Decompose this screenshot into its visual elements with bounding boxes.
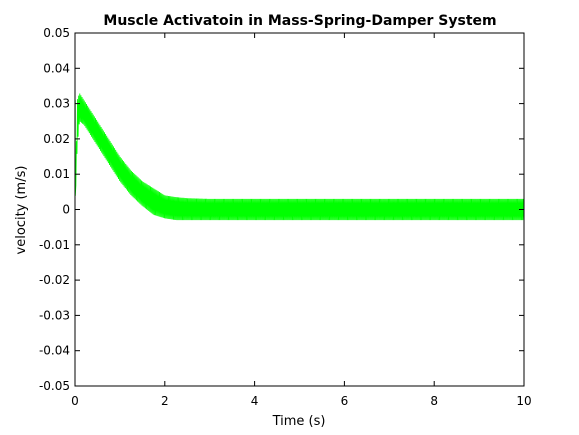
- velocity-series-line: [74, 93, 525, 221]
- y-tick-label: 0.03: [43, 97, 70, 111]
- axis-ticks: 0 2 4 6 8 10 0.05 0.04 0.03 0.02 0.01 0 -0.01 -0.02 -0…: [39, 26, 532, 408]
- y-tick-label: -0.03: [39, 308, 70, 322]
- y-tick-label: 0: [62, 203, 70, 217]
- x-axis-label: Time (s): [272, 414, 326, 429]
- y-tick-label: 0.01: [43, 167, 70, 181]
- chart-title: Muscle Activatoin in Mass-Spring-Damper …: [103, 13, 496, 29]
- y-tick-label: 0.04: [43, 61, 70, 75]
- plot-area: [74, 93, 525, 221]
- x-tick-label: 10: [516, 394, 531, 408]
- x-tick-label: 6: [341, 394, 349, 408]
- y-tick-label: 0.05: [43, 26, 70, 40]
- y-tick-label: -0.01: [39, 238, 70, 252]
- y-tick-label: -0.05: [39, 379, 70, 393]
- x-tick-label: 2: [161, 394, 169, 408]
- x-tick-label: 0: [71, 394, 79, 408]
- y-axis-label: velocity (m/s): [14, 166, 29, 255]
- y-tick-label: 0.02: [43, 132, 70, 146]
- y-tick-label: -0.04: [39, 344, 70, 358]
- x-tick-label: 4: [251, 394, 259, 408]
- x-tick-label: 8: [430, 394, 438, 408]
- y-tick-label: -0.02: [39, 273, 70, 287]
